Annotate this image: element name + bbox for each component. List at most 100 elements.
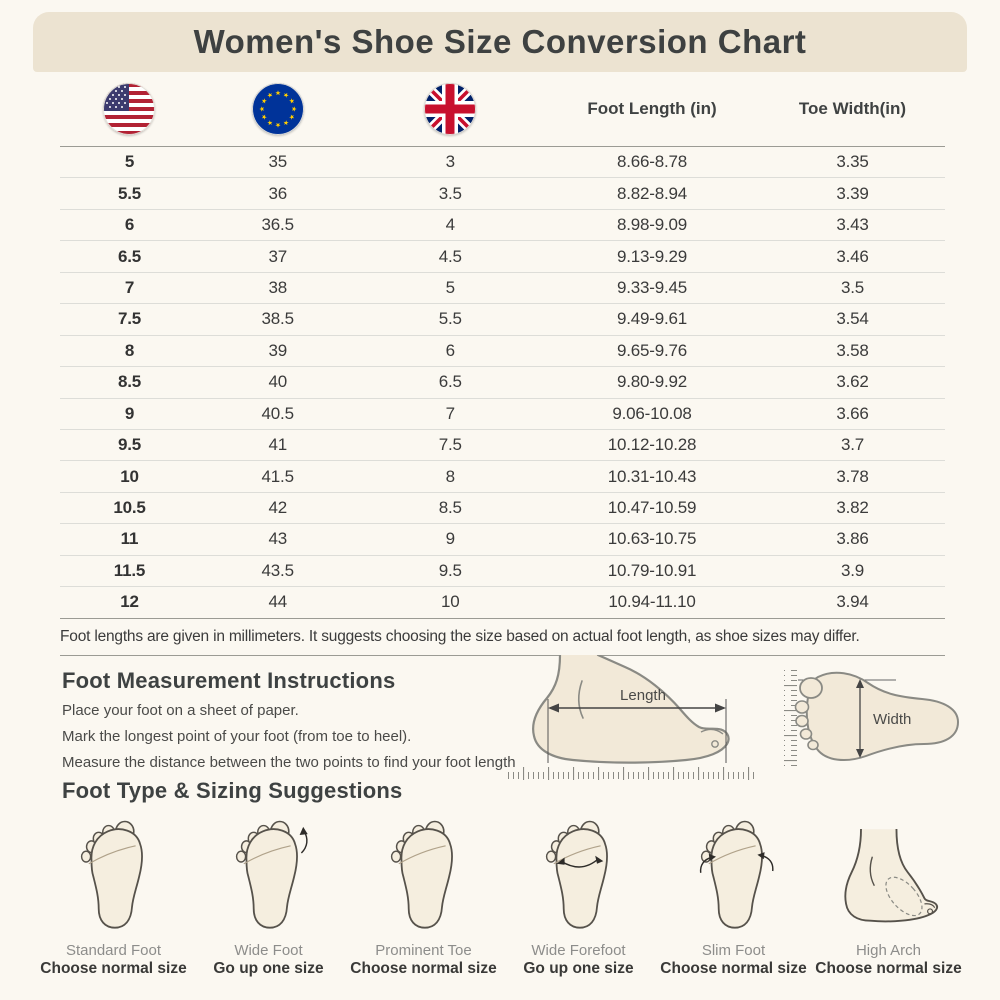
us-size-cell: 5 [124, 152, 135, 172]
toe-width-cell: 3.82 [836, 498, 869, 518]
toe-width-cell: 3.35 [836, 152, 869, 172]
foot-length-cell: 9.13-9.29 [617, 246, 688, 266]
foot-length-cell: 10.12-10.28 [607, 435, 697, 455]
toe-width-cell: 3.7 [840, 435, 864, 455]
eu-column-header [199, 83, 357, 135]
eu-size-cell: 39 [268, 340, 287, 360]
eu-size-cell: 41.5 [261, 466, 294, 486]
foot-length-cell: 9.06-10.08 [612, 403, 692, 423]
table-row: 7.5 38.5 5.5 9.49-9.61 3.54 [60, 304, 945, 336]
foot-type-name: Standard Foot [65, 942, 162, 959]
us-column-header [60, 83, 199, 135]
table-row: 6 36.5 4 8.98-9.09 3.43 [60, 210, 945, 242]
uk-size-cell: 4 [445, 215, 455, 235]
prominent-toe-icon [390, 820, 453, 929]
table-row: 5.5 36 3.5 8.82-8.94 3.39 [60, 178, 945, 210]
table-row: 10.5 42 8.5 10.47-10.59 3.82 [60, 493, 945, 525]
foot-type-prominent-toe: Prominent Toe Choose normal size [346, 812, 501, 979]
measurement-heading: Foot Measurement Instructions [62, 668, 396, 693]
foot-length-cell: 10.63-10.75 [607, 529, 697, 549]
measurement-steps: Place your foot on a sheet of paper. Mar… [62, 698, 516, 776]
eu-size-cell: 43 [268, 529, 287, 549]
uk-size-cell: 9.5 [438, 560, 462, 580]
table-note: Foot lengths are given in millimeters. I… [60, 618, 945, 656]
table-row: 6.5 37 4.5 9.13-9.29 3.46 [60, 241, 945, 273]
us-size-cell: 11.5 [113, 560, 146, 580]
size-table: 5 35 3 8.66-8.78 3.35 5.5 36 3.5 8.82-8.… [60, 146, 945, 618]
eu-size-cell: 36 [268, 183, 287, 203]
foot-length-cell: 10.47-10.59 [607, 498, 697, 518]
table-row: 9 40.5 7 9.06-10.08 3.66 [60, 399, 945, 430]
toe-width-cell: 3.5 [840, 277, 864, 297]
us-size-cell: 12 [120, 592, 139, 612]
foot-length-cell: 9.49-9.61 [617, 309, 688, 329]
foot-length-cell: 8.82-8.94 [617, 183, 688, 203]
foot-length-cell: 8.66-8.78 [617, 152, 688, 172]
foot-length-cell: 9.33-9.45 [617, 277, 688, 297]
toe-width-cell: 3.94 [836, 592, 869, 612]
us-size-cell: 8.5 [117, 372, 141, 392]
title-banner: Women's Shoe Size Conversion Chart [33, 12, 967, 72]
toe-width-cell: 3.66 [836, 403, 869, 423]
eu-flag-icon [251, 83, 304, 135]
foot-type-high-arch: High Arch Choose normal size [811, 812, 966, 979]
foot-length-cell: 8.98-9.09 [617, 215, 688, 235]
foot-length-cell: 10.94-11.10 [608, 592, 696, 612]
toe-width-cell: 3.46 [836, 246, 869, 266]
measurement-step: Place your foot on a sheet of paper. [62, 702, 299, 719]
eu-size-cell: 43.5 [261, 560, 294, 580]
uk-size-cell: 6.5 [438, 372, 462, 392]
table-row: 10 41.5 8 10.31-10.43 3.78 [60, 461, 945, 493]
table-row: 8 39 6 9.65-9.76 3.58 [60, 336, 945, 368]
toe-width-header-label: Toe Width(in) [798, 99, 907, 118]
us-size-cell: 6.5 [117, 246, 141, 266]
table-row: 7 38 5 9.33-9.45 3.5 [60, 273, 945, 305]
eu-size-cell: 41 [268, 435, 287, 455]
us-size-cell: 7.5 [117, 309, 141, 329]
uk-size-cell: 8.5 [438, 498, 462, 518]
toe-width-cell: 3.43 [836, 215, 869, 235]
uk-size-cell: 7.5 [438, 435, 462, 455]
us-size-cell: 11 [120, 529, 139, 549]
measurement-step: Measure the distance between the two poi… [62, 754, 516, 771]
table-row: 9.5 41 7.5 10.12-10.28 3.7 [60, 430, 945, 462]
toe-width-column-header: Toe Width(in) [760, 99, 945, 119]
standard-foot-icon [80, 820, 143, 929]
toe-width-cell: 3.58 [836, 340, 869, 360]
eu-size-cell: 40.5 [261, 403, 294, 423]
foot-type-name: Slim Foot [701, 942, 766, 959]
foot-types-row: Standard Foot Choose normal size Wide Fo… [36, 812, 966, 979]
foot-types-heading: Foot Type & Sizing Suggestions [62, 778, 403, 803]
high-arch-icon [843, 829, 938, 923]
us-size-cell: 10.5 [113, 498, 146, 518]
foot-type-standard: Standard Foot Choose normal size [36, 812, 191, 979]
eu-size-cell: 36.5 [261, 215, 294, 235]
table-row: 5 35 3 8.66-8.78 3.35 [60, 147, 945, 179]
foot-type-slim: Slim Foot Choose normal size [656, 812, 811, 979]
length-label: Length [620, 687, 666, 704]
foot-type-suggestion: Choose normal size [350, 960, 497, 977]
us-size-cell: 7 [124, 277, 135, 297]
foot-type-wide: Wide Foot Go up one size [191, 812, 346, 979]
eu-size-cell: 44 [268, 592, 287, 612]
us-size-cell: 9.5 [117, 435, 141, 455]
foot-length-cell: 10.31-10.43 [607, 466, 697, 486]
table-row: 8.5 40 6.5 9.80-9.92 3.62 [60, 367, 945, 399]
foot-type-suggestion: Choose normal size [40, 960, 187, 977]
foot-length-column-header: Foot Length (in) [544, 99, 760, 119]
width-label: Width [873, 711, 911, 728]
foot-length-header-label: Foot Length (in) [587, 99, 717, 118]
us-flag-icon [103, 83, 156, 135]
uk-size-cell: 10 [441, 592, 460, 612]
wide-foot-icon [235, 820, 308, 929]
uk-size-cell: 5 [445, 277, 455, 297]
table-row: 11 43 9 10.63-10.75 3.86 [60, 524, 945, 556]
uk-size-cell: 4.5 [438, 246, 462, 266]
toe-width-cell: 3.54 [836, 309, 869, 329]
foot-length-cell: 9.80-9.92 [617, 372, 688, 392]
foot-type-suggestion: Go up one size [213, 960, 324, 977]
us-size-cell: 5.5 [117, 183, 141, 203]
uk-flag-icon [424, 83, 477, 135]
table-row: 12 44 10 10.94-11.10 3.94 [60, 587, 945, 617]
uk-size-cell: 7 [445, 403, 455, 423]
